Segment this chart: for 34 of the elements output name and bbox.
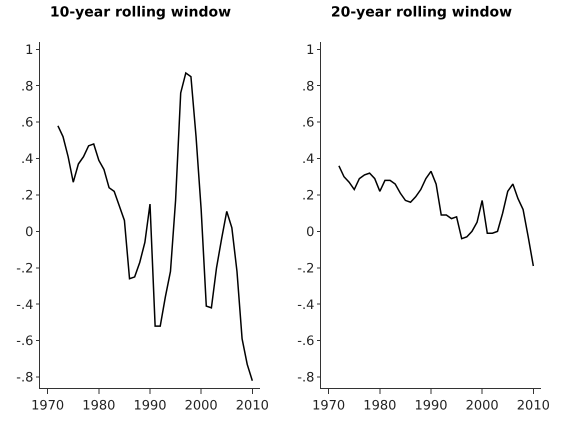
y-tick-label: -.8: [16, 370, 34, 386]
y-tick-label: .8: [20, 79, 34, 94]
x-tick-label: 1970: [31, 398, 64, 414]
chart-title: 20-year rolling window: [330, 4, 512, 20]
y-tick-label: 1: [25, 42, 34, 58]
y-tick-label: .4: [20, 152, 34, 168]
line-series: [57, 72, 254, 382]
y-tick-label: .4: [302, 152, 314, 168]
y-tick-label: .6: [302, 116, 314, 131]
y-tick-label: 0: [306, 224, 314, 240]
y-tick-label: 0: [25, 224, 34, 240]
y-tick-label: -.4: [16, 298, 34, 313]
y-tick-label: .8: [302, 79, 314, 94]
y-tick-label: .2: [20, 188, 34, 204]
x-tick-label: 1980: [82, 398, 116, 414]
chart-title: 10-year rolling window: [50, 4, 232, 20]
y-tick-label: -.2: [16, 261, 34, 276]
x-tick-label: 1990: [133, 398, 167, 414]
line-series: [338, 165, 534, 267]
y-tick-label: -.8: [297, 370, 314, 386]
y-tick-label: .2: [302, 188, 314, 204]
y-tick-label: .6: [20, 116, 34, 131]
x-tick-label: 1970: [312, 398, 346, 414]
y-tick-label: -.4: [297, 298, 314, 313]
y-tick-label: -.6: [16, 334, 34, 350]
x-tick-label: 2010: [236, 398, 269, 414]
x-tick-label: 2010: [516, 398, 550, 414]
y-tick-label: 1: [306, 42, 314, 58]
y-tick-label: -.6: [297, 334, 314, 350]
x-tick-label: 2000: [466, 398, 499, 414]
x-tick-label: 2000: [184, 398, 218, 414]
y-tick-label: -.2: [297, 261, 314, 276]
x-tick-label: 1980: [363, 398, 396, 414]
x-tick-label: 1990: [414, 398, 448, 414]
